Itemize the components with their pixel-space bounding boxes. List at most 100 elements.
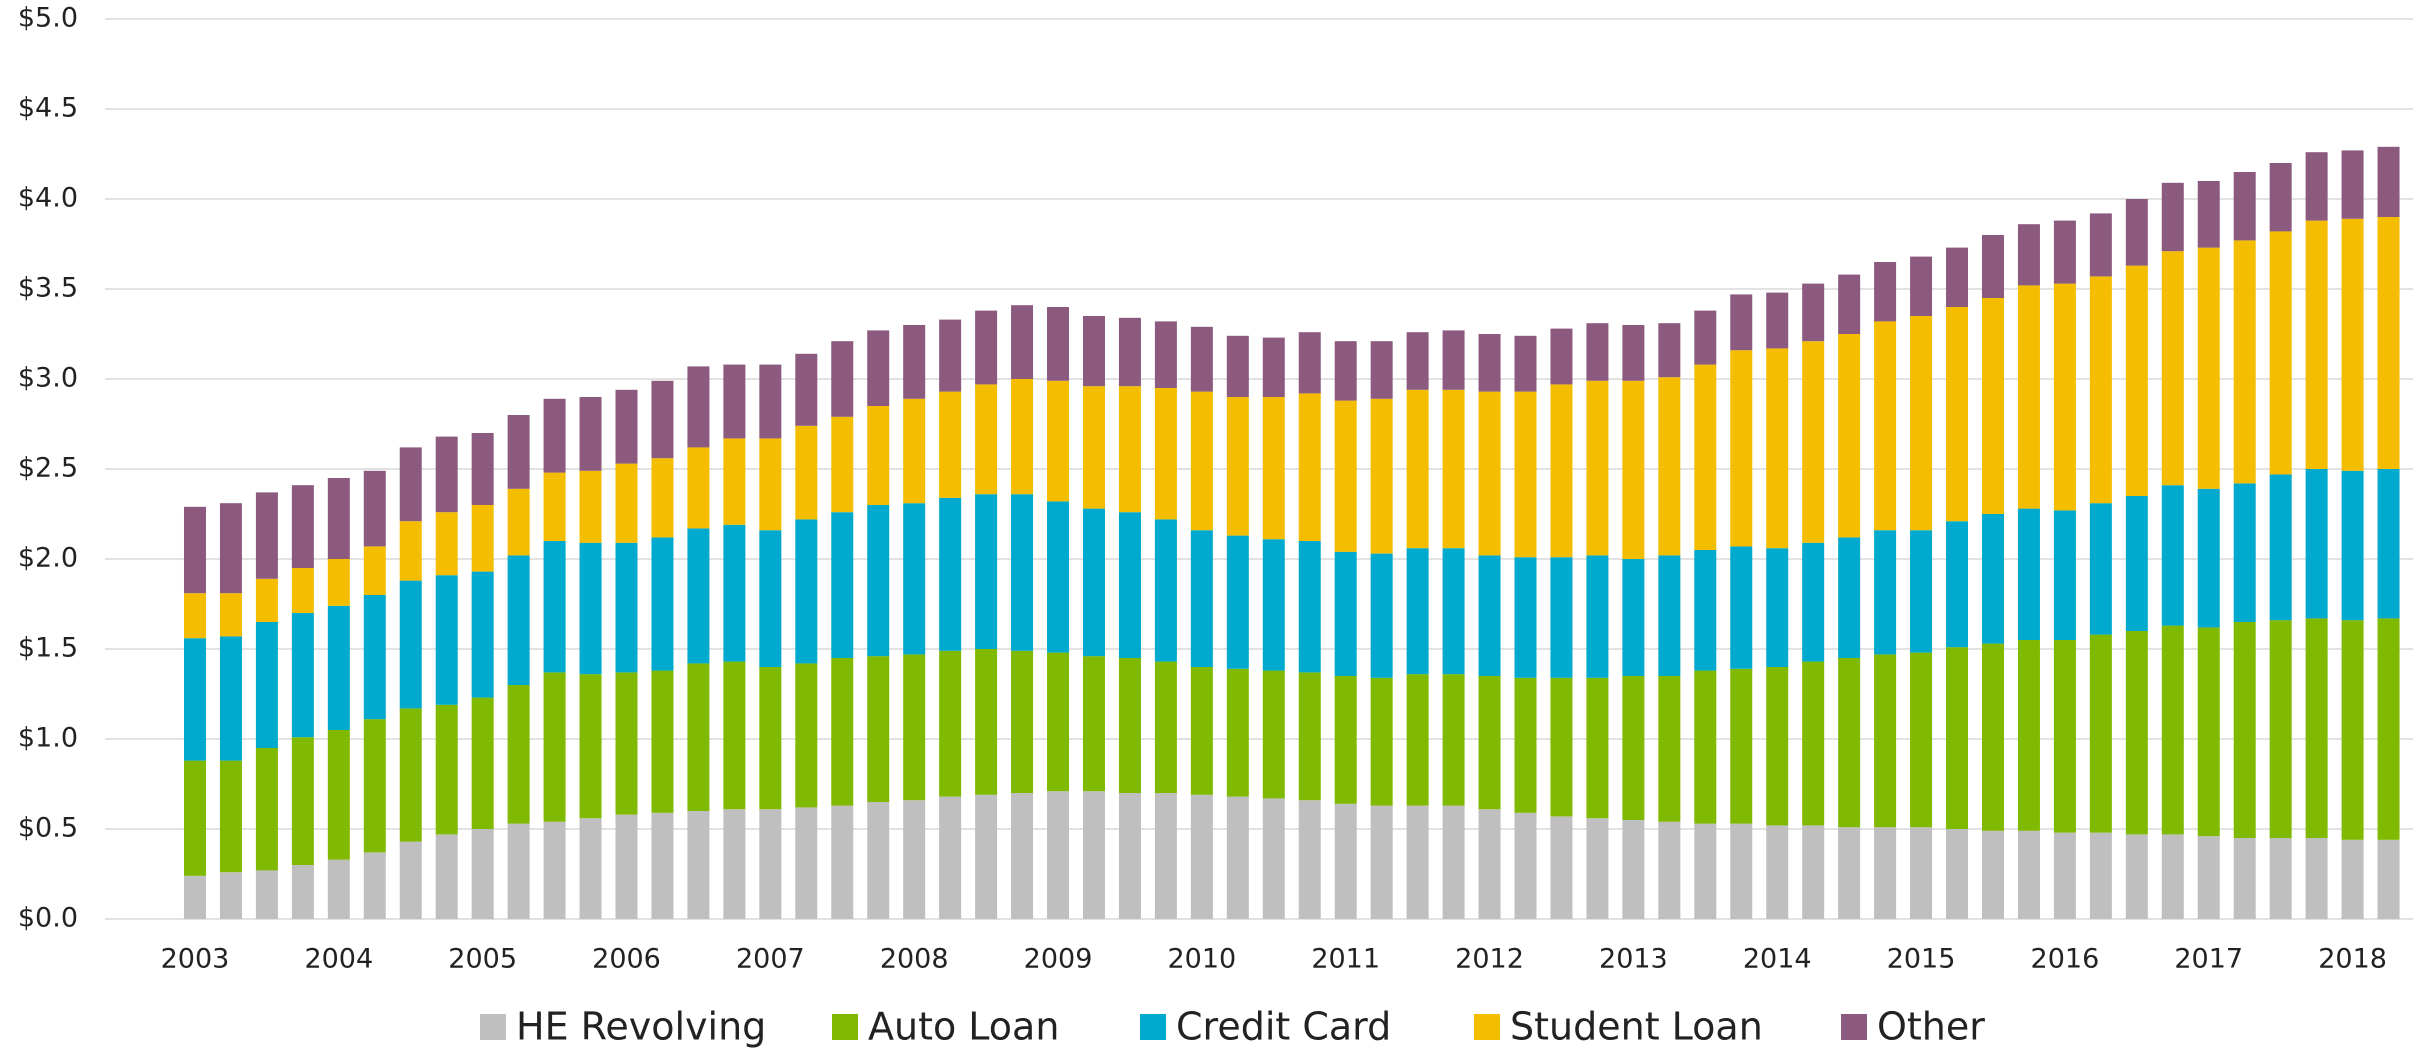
legend-swatch — [1841, 1014, 1867, 1040]
x-tick-label: 2009 — [1024, 944, 1093, 975]
bar-segment — [1298, 393, 1321, 541]
bar-segment — [2197, 181, 2220, 248]
legend-swatch — [1474, 1014, 1500, 1040]
legend-label: Auto Loan — [868, 1005, 1059, 1049]
x-tick-label: 2011 — [1311, 944, 1380, 975]
bar-segment — [1334, 803, 1357, 919]
bar-segment — [2017, 640, 2040, 831]
bar-segment — [543, 541, 566, 673]
bar-segment — [939, 497, 962, 651]
y-tick-label: $0.5 — [18, 813, 78, 844]
bar-segment — [507, 415, 530, 489]
bar-segment — [1694, 670, 1717, 824]
bar-segment — [363, 719, 386, 853]
legend-label: Student Loan — [1510, 1005, 1763, 1049]
bar-segment — [903, 325, 926, 399]
bar-segment — [903, 800, 926, 919]
legend-label: HE Revolving — [516, 1005, 766, 1049]
bar-segment — [291, 737, 314, 865]
bar-segment — [1838, 334, 1861, 538]
bar-segment — [867, 656, 890, 802]
bar-segment — [1514, 557, 1537, 678]
bar-segment — [1190, 794, 1213, 919]
bar-segment — [2377, 217, 2400, 469]
bar-segment — [1442, 805, 1465, 919]
bar-segment — [1550, 816, 1573, 919]
bar-segment — [507, 555, 530, 685]
x-tick-label: 2014 — [1743, 944, 1812, 975]
bar-segment — [2089, 634, 2112, 833]
bar-segment — [2305, 152, 2328, 221]
y-tick-label: $3.5 — [18, 273, 78, 304]
bar-segment — [1442, 389, 1465, 549]
bar-segment — [1622, 380, 1645, 559]
bar-segment — [2305, 220, 2328, 469]
bar-segment — [1406, 548, 1429, 675]
bar-segment — [1370, 341, 1393, 399]
bar-segment — [1226, 796, 1249, 919]
bar-segment — [2233, 240, 2256, 484]
x-tick-label: 2007 — [736, 944, 805, 975]
bar-segment — [1442, 548, 1465, 675]
bar-segment — [1514, 391, 1537, 558]
bar-segment — [471, 697, 494, 829]
bar-segment — [291, 613, 314, 738]
bar-segment — [2089, 503, 2112, 635]
bar-segment — [2053, 640, 2076, 833]
bar-segment — [255, 492, 278, 579]
bar-segment — [507, 823, 530, 919]
bar-segment — [1478, 334, 1501, 392]
bar-segment — [1730, 823, 1753, 919]
x-tick-label: 2008 — [880, 944, 949, 975]
x-tick-label: 2013 — [1599, 944, 1668, 975]
bar-segment — [1082, 386, 1105, 509]
bar-segment — [1802, 661, 1825, 826]
bar-segment — [1586, 555, 1609, 678]
bar-segment — [1550, 328, 1573, 385]
bar-segment — [1011, 650, 1034, 793]
bar-segment — [2089, 832, 2112, 919]
bar-segment — [1047, 501, 1070, 653]
bar-segment — [1802, 825, 1825, 919]
bar-segment — [255, 622, 278, 748]
bar-segment — [1910, 530, 1933, 653]
bar-segment — [1478, 391, 1501, 556]
bar-segment — [1154, 388, 1177, 520]
bar-segment — [1730, 668, 1753, 824]
bar-segment — [1334, 341, 1357, 401]
bar-segment — [1658, 821, 1681, 919]
bar-segment — [651, 812, 674, 919]
bar-segment — [471, 829, 494, 919]
bar-segment — [1766, 548, 1789, 667]
bar-segment — [1981, 235, 2004, 298]
bar-segment — [1694, 550, 1717, 671]
bar-segment — [831, 805, 854, 919]
bar-segment — [975, 384, 998, 495]
bar-segment — [1802, 542, 1825, 662]
bar-segment — [2233, 483, 2256, 622]
bar-segment — [615, 814, 638, 919]
bar-segment — [1478, 676, 1501, 810]
bar-segment — [219, 760, 242, 873]
bar-segment — [1226, 397, 1249, 536]
bar-segment — [2233, 622, 2256, 838]
y-tick-label: $4.5 — [18, 93, 78, 124]
bar-segment — [1298, 672, 1321, 801]
bar-segment — [759, 667, 782, 810]
bar-segment — [1514, 812, 1537, 919]
bar-segment — [1910, 316, 1933, 531]
bar-segment — [1298, 332, 1321, 394]
bar-segment — [1047, 791, 1070, 919]
y-tick-label: $1.0 — [18, 723, 78, 754]
x-tick-label: 2012 — [1455, 944, 1524, 975]
bar-segment — [723, 364, 746, 439]
bar-segment — [831, 341, 854, 417]
bar-segment — [1766, 667, 1789, 826]
bar-segment — [1874, 654, 1897, 828]
x-tick-label: 2017 — [2174, 944, 2243, 975]
bar-segment — [579, 470, 602, 543]
bar-segment — [1838, 658, 1861, 828]
bar-segment — [1298, 800, 1321, 919]
bar-segment — [1478, 555, 1501, 676]
bar-segment — [759, 438, 782, 531]
